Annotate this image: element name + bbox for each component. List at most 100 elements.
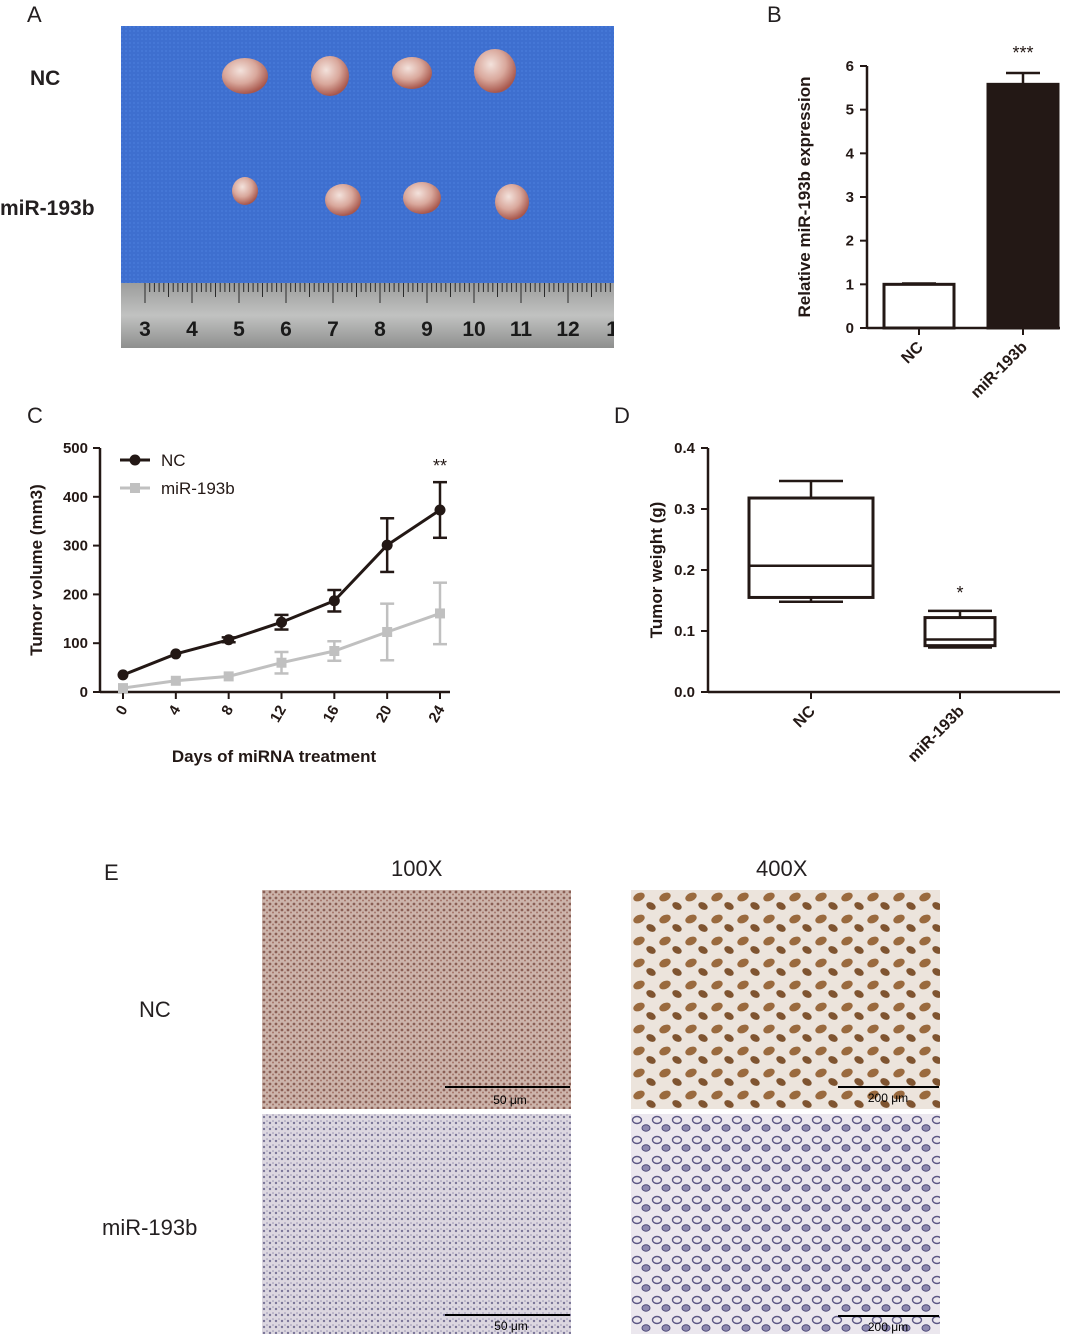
data-point-nc [328, 595, 340, 607]
legend-marker-mir-193b [130, 483, 140, 493]
ruler-number: 4 [186, 318, 198, 341]
y-tick-label: 3 [846, 189, 854, 206]
ruler-number: 7 [327, 318, 339, 341]
tumor-mir-3 [403, 182, 441, 214]
data-point-mir-193b [223, 671, 234, 682]
panel-a-label-nc: NC [30, 67, 61, 90]
data-point-nc [117, 669, 129, 681]
panel-e-label-mir: miR-193b [102, 1215, 198, 1240]
y-tick-label: 5 [846, 102, 854, 119]
ruler-number: 6 [280, 318, 292, 341]
significance-marker: * [956, 583, 963, 603]
y-tick-label: 2 [846, 233, 854, 250]
legend-label-mir-193b: miR-193b [161, 479, 235, 498]
micrograph-nc-100x: 50 μm [262, 890, 571, 1109]
panel-a-letter: A [27, 2, 42, 27]
tumor-mir-2 [325, 184, 361, 216]
column-label-100x: 100X [391, 856, 443, 881]
legend-marker-nc [129, 454, 141, 466]
micrograph-mir-100x: 50 μm [262, 1114, 571, 1334]
y-tick-label: 0.4 [674, 440, 696, 457]
y-tick-label: 0.3 [674, 501, 695, 518]
data-point-nc [223, 634, 235, 646]
y-tick-label: 0.1 [674, 623, 695, 640]
tumor-nc-2 [311, 56, 349, 96]
chart-d: 0.0 0.1 0.2 0.3 0.4 Tumor weight (g) NC miR-193… [647, 440, 1060, 766]
ruler-ticks [144, 283, 611, 303]
y-axis-title: Tumor volume (mm3) [27, 484, 46, 656]
box-mir-193b [923, 616, 997, 648]
x-tick-label: miR-193b [968, 339, 1031, 402]
x-tick-label: 8 [218, 703, 237, 719]
ruler-numbers: 3 4 5 6 7 8 9 10 11 12 1. [139, 318, 614, 341]
bar-nc [882, 282, 956, 330]
data-point-mir-193b [382, 626, 393, 637]
panel-d-letter: D [614, 403, 630, 428]
bar-mir-193b [986, 82, 1060, 330]
chart-c: 0 100 200 300 400 500 0 4 8 12 16 20 24 Days of miRNA… [27, 440, 450, 766]
panel-e-label-nc: NC [139, 997, 171, 1022]
panel-a-label-mir: miR-193b [0, 197, 95, 220]
micrograph-mir-400x: 200 μm [631, 1114, 940, 1334]
data-point-mir-193b [435, 608, 445, 619]
tumor-mir-1 [232, 177, 258, 205]
tumor-nc-3 [392, 57, 432, 89]
y-tick-label: 1 [846, 276, 854, 293]
data-point-nc [276, 616, 287, 628]
y-tick-label: 200 [63, 586, 88, 603]
panel-b-letter: B [767, 2, 782, 27]
y-tick-label: 0.2 [674, 562, 695, 579]
ruler-number: 8 [374, 318, 386, 341]
ruler-number: 9 [421, 318, 433, 341]
box-nc [747, 496, 875, 599]
significance-marker: ** [433, 456, 447, 476]
ruler-number: 10 [462, 318, 485, 341]
y-axis-title: Relative miR-193b expression [795, 77, 814, 318]
scale-label: 200 μm [868, 1320, 908, 1334]
legend-label-nc: NC [161, 451, 186, 470]
column-label-400x: 400X [756, 856, 808, 881]
scale-label: 50 μm [493, 1093, 527, 1107]
scale-label: 50 μm [494, 1319, 528, 1333]
y-tick-label: 4 [846, 145, 855, 162]
ruler-number: 5 [233, 318, 245, 341]
ruler-number: 11 [510, 318, 533, 341]
ruler-number: 1. [606, 318, 614, 341]
x-axis-title: Days of miRNA treatment [172, 747, 377, 766]
chart-b: 0 1 2 3 4 5 6 Relative miR-193b expression NC miR… [795, 43, 1060, 402]
y-tick-label: 500 [63, 440, 88, 457]
micrograph-nc-400x: 200 μm [631, 890, 940, 1109]
x-tick-label: miR-193b [905, 703, 968, 766]
series-line-nc [122, 508, 441, 677]
x-tick-label: 4 [165, 702, 184, 718]
y-tick-label: 400 [63, 489, 88, 506]
data-point-mir-193b [276, 657, 287, 668]
tumor-nc-1 [222, 58, 268, 94]
data-point-mir-193b [329, 646, 340, 657]
ruler [121, 283, 614, 348]
ruler-number: 12 [556, 318, 579, 341]
y-tick-label: 0 [846, 320, 854, 337]
y-tick-label: 100 [63, 635, 88, 652]
ruler-number: 3 [139, 318, 151, 341]
x-tick-label: NC [898, 338, 927, 367]
tumor-nc-4 [474, 49, 516, 93]
x-tick-label: 20 [373, 703, 396, 726]
x-tick-label: NC [790, 702, 819, 731]
significance-marker: *** [1012, 43, 1033, 63]
y-axis-title: Tumor weight (g) [647, 502, 666, 639]
data-point-nc [434, 504, 446, 516]
data-point-mir-193b [170, 675, 181, 686]
tumor-photo: 3 4 5 6 7 8 9 10 11 12 1. [121, 26, 614, 348]
y-tick-label: 0 [80, 684, 88, 701]
data-point-nc [170, 648, 182, 660]
tumor-mir-4 [495, 184, 529, 220]
y-tick-label: 0.0 [674, 684, 695, 701]
x-tick-label: 16 [320, 703, 343, 726]
x-tick-label: 12 [267, 703, 290, 726]
y-tick-label: 300 [63, 538, 88, 555]
data-point-nc [381, 539, 393, 551]
x-tick-label: 0 [113, 703, 132, 719]
scale-label: 200 μm [868, 1091, 908, 1105]
data-point-mir-193b [118, 683, 128, 694]
